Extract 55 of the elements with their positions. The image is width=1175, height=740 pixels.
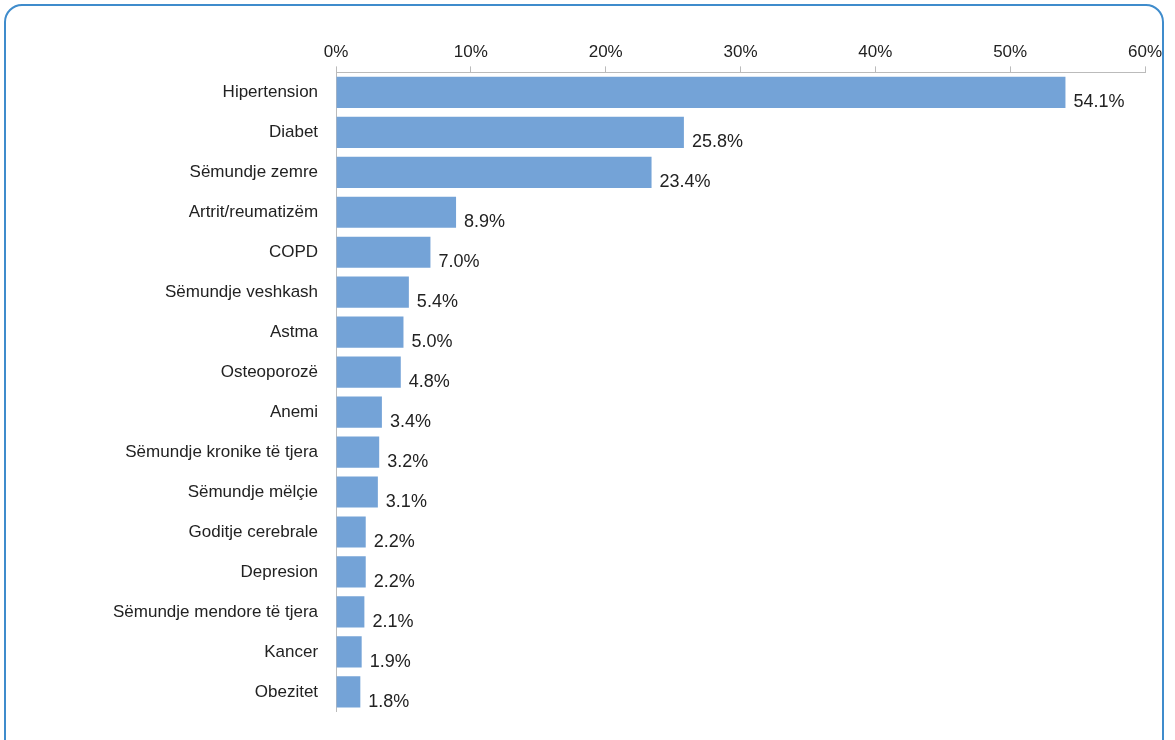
y-tick-label: Goditje cerebrale [188,521,319,541]
x-tick-label: 30% [723,41,758,61]
data-label: 2.1% [372,610,414,631]
bar [336,476,378,508]
x-tick-label: 40% [858,41,893,61]
data-label: 7.0% [438,251,480,272]
data-label: 3.4% [389,411,431,432]
bar [336,116,684,148]
bar [336,396,382,428]
y-tick-label: COPD [268,241,319,261]
y-tick-label: Astma [269,321,319,341]
bar [336,596,365,628]
y-tick-label: Sëmundje mendore të tjera [113,601,319,621]
y-tick-label: Hipertension [222,82,319,102]
data-label: 25.8% [691,131,743,152]
data-label: 2.2% [373,530,415,551]
bar [336,436,380,468]
y-tick-label: Diabet [268,122,319,142]
bar [336,156,652,188]
x-tick-label: 50% [993,41,1028,61]
data-label: 4.8% [408,371,450,392]
bar [336,316,404,348]
bar [336,196,457,228]
data-label: 2.2% [373,570,415,591]
bar [336,276,409,308]
x-tick-label: 60% [1127,41,1163,61]
y-tick-label: Sëmundje zemre [189,161,319,181]
bar [336,516,366,548]
bar [336,676,361,708]
bar [336,356,401,388]
y-tick-label: Kancer [264,641,319,661]
data-label: 1.9% [369,650,411,671]
y-tick-label: Osteoporozë [220,361,319,381]
y-tick-label: Sëmundje veshkash [164,281,319,301]
y-tick-label: Obezitet [254,681,319,701]
bar [336,236,431,268]
x-tick-label: 10% [453,41,488,61]
data-label: 23.4% [659,171,711,192]
y-tick-label: Sëmundje kronike të tjera [125,441,319,461]
data-label: 5.4% [416,291,458,312]
x-tick-label: 0% [323,41,349,61]
data-label: 5.0% [411,331,453,352]
y-tick-label: Artrit/reumatizëm [188,201,319,221]
data-label: 1.8% [368,690,410,711]
y-tick-label: Depresion [240,561,319,581]
x-tick-label: 20% [588,41,623,61]
data-label: 54.1% [1073,91,1125,112]
data-label: 8.9% [464,211,506,232]
bar [336,556,366,588]
data-label: 3.2% [387,451,429,472]
y-tick-label: Sëmundje mëlçie [187,481,319,501]
bar [336,636,362,668]
y-tick-label: Anemi [269,401,319,421]
bar [336,76,1066,108]
data-label: 3.1% [385,490,427,511]
